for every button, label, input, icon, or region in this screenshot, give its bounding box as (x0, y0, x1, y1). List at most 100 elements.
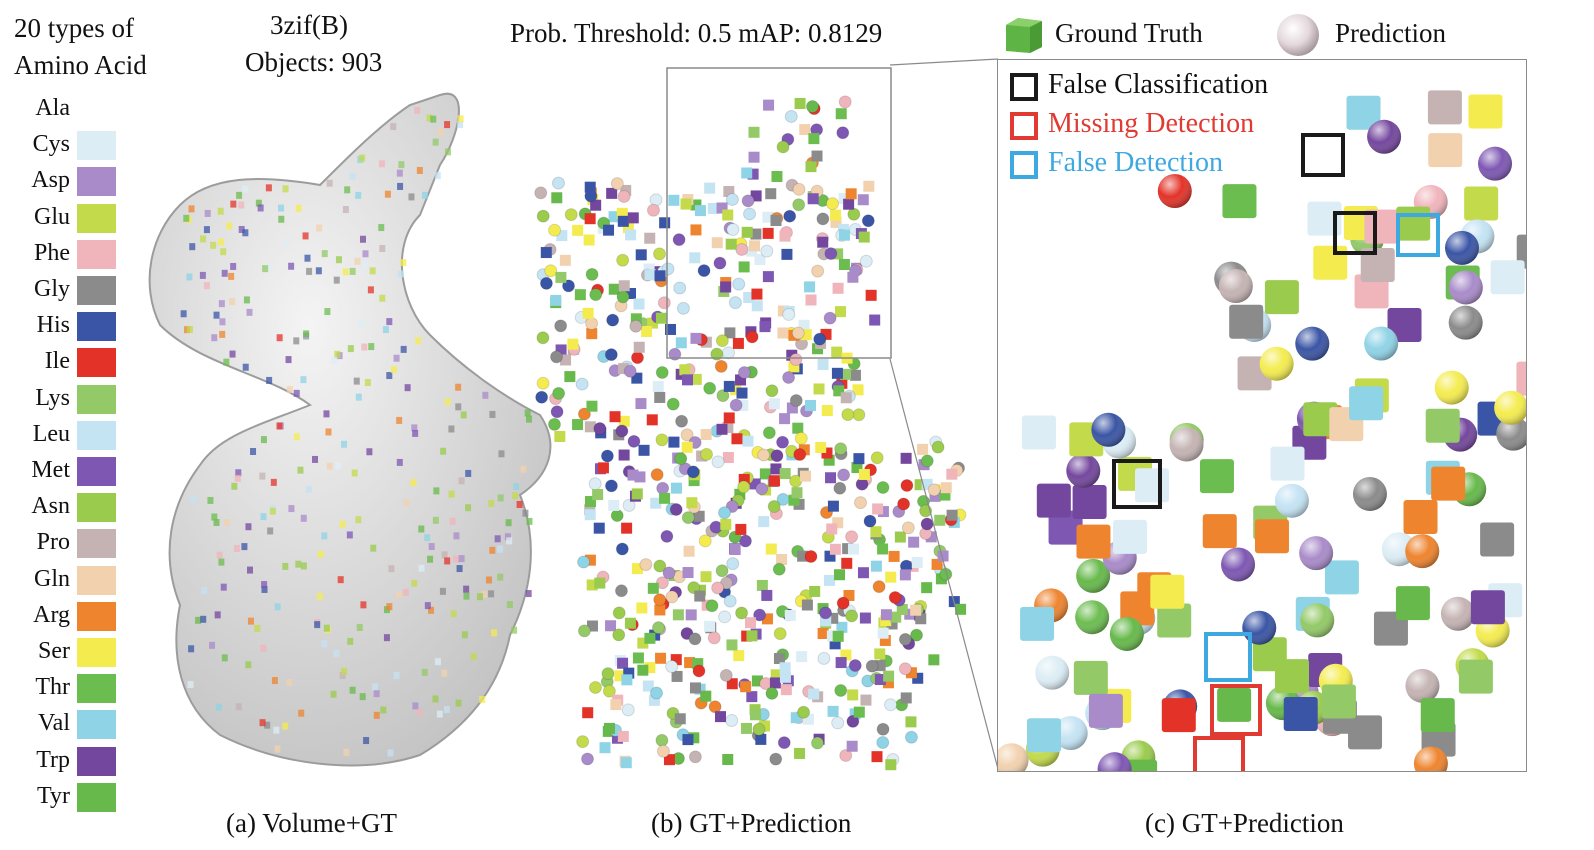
prediction-sphere-mark (726, 222, 740, 236)
volume-residue-mark (437, 128, 444, 136)
gt-cube-mark (654, 270, 666, 282)
gt-cube-mark (597, 462, 609, 474)
gt-cube-mark (690, 373, 702, 385)
gt-cube-mark (832, 630, 844, 642)
volume-residue-mark (359, 235, 366, 243)
gt-cube-mark (805, 400, 817, 412)
volume-residue-mark (457, 120, 464, 128)
prediction-sphere-mark (776, 140, 790, 154)
volume-residue-mark (260, 644, 267, 652)
gt-cube-mark (733, 650, 745, 662)
volume-residue-mark (219, 318, 226, 326)
legend-label: Gln (34, 565, 70, 592)
gt-cube-mark (835, 108, 847, 120)
gt-cube-mark (609, 411, 621, 423)
gt-cube-mark (681, 441, 693, 453)
volume-residue-mark (321, 532, 328, 540)
prediction-sphere-mark (765, 384, 779, 398)
volume-residue-mark (379, 245, 386, 253)
gt-cube-mark (586, 579, 598, 591)
volume-residue-mark (479, 695, 486, 703)
volume-residue-mark (274, 745, 281, 753)
volume-residue-mark (440, 447, 447, 455)
zoom-connector (889, 58, 999, 770)
volume-residue-mark (504, 533, 511, 541)
gt-cube-mark (1387, 307, 1422, 342)
gt-cube-mark (740, 681, 752, 693)
volume-residue-mark (321, 250, 328, 258)
prediction-sphere-mark (581, 752, 595, 766)
volume-residue-mark (215, 703, 222, 711)
gt-cube-mark (1199, 459, 1234, 494)
volume-residue-mark (382, 326, 389, 334)
caption-gt-prediction: (b) GT+Prediction (651, 808, 852, 838)
prediction-sphere-mark (910, 628, 924, 642)
prediction-sphere-mark (700, 447, 714, 461)
volume-residue-mark (187, 681, 194, 689)
gt-cube-mark (654, 604, 666, 616)
gt-cube-mark (631, 488, 643, 500)
volume-residue-mark (497, 573, 504, 581)
prediction-sphere-mark (547, 417, 561, 431)
volume-residue-mark (342, 268, 349, 276)
volume-residue-mark (259, 719, 266, 727)
prediction-sphere-mark (837, 468, 851, 482)
gt-cube-mark (730, 384, 742, 396)
volume-residue-mark (380, 706, 387, 714)
gt-cube-mark (1229, 304, 1264, 339)
legend-item-ser: Ser (14, 636, 116, 667)
prediction-sphere-mark (612, 606, 626, 620)
prediction-sphere-mark (870, 451, 884, 465)
volume-residue-mark (282, 185, 289, 193)
gt-cube-mark (608, 211, 620, 223)
gt-cube-mark (1425, 408, 1460, 443)
volume-residue-mark (261, 581, 268, 589)
volume-residue-mark (384, 190, 391, 198)
volume-residue-mark (335, 256, 342, 264)
volume-residue-mark (343, 748, 350, 756)
types-title-line1: 20 types of (14, 13, 134, 43)
gt-cube-mark (915, 613, 927, 625)
volume-residue-mark (386, 318, 393, 326)
prediction-sphere-mark (653, 247, 667, 261)
legend-item-arg: Arg (14, 600, 116, 631)
gt-cube-mark (946, 509, 958, 521)
volume-residue-mark (386, 603, 393, 611)
gt-cube-mark (838, 193, 850, 205)
gt-cube-mark (741, 226, 753, 238)
gt-cube-mark (1217, 687, 1252, 722)
prediction-sphere-mark (729, 398, 743, 412)
volume-residue-mark (463, 585, 470, 593)
gt-cube-mark (738, 473, 750, 485)
gt-cube-mark (1464, 186, 1499, 221)
legend-swatch (77, 674, 116, 704)
volume-residue-mark (233, 544, 240, 552)
volume-residue-mark (428, 606, 435, 614)
gt-cube-mark (1360, 248, 1395, 283)
volume-residue-mark (398, 161, 405, 169)
legend-item-leu: Leu (14, 419, 116, 450)
volume-residue-mark (203, 282, 210, 290)
volume-residue-mark (223, 358, 230, 366)
volume-residue-mark (315, 267, 322, 275)
prediction-sphere-mark (593, 422, 607, 436)
gt-cube-mark (874, 660, 886, 672)
gt-cube-mark (665, 323, 677, 335)
legend-item-gly: Gly (14, 274, 116, 305)
prediction-sphere-mark (898, 662, 912, 676)
prediction-sphere-mark (668, 347, 682, 361)
gt-cube-mark (935, 573, 947, 585)
gt-cube-mark (670, 654, 682, 666)
gt-prediction-panel (534, 67, 967, 771)
prediction-sphere-mark (831, 716, 845, 730)
volume-residue-mark (312, 455, 319, 463)
volume-residue-mark (213, 518, 220, 526)
volume-residue-mark (204, 209, 211, 217)
prediction-sphere-mark (554, 319, 568, 333)
prediction-sphere-mark (577, 555, 591, 569)
gt-cube-mark (668, 436, 680, 448)
gt-cube-mark (1020, 606, 1055, 641)
prediction-sphere-mark (709, 520, 723, 534)
gt-cube-mark (826, 523, 838, 535)
prediction-sphere-mark (854, 496, 868, 510)
